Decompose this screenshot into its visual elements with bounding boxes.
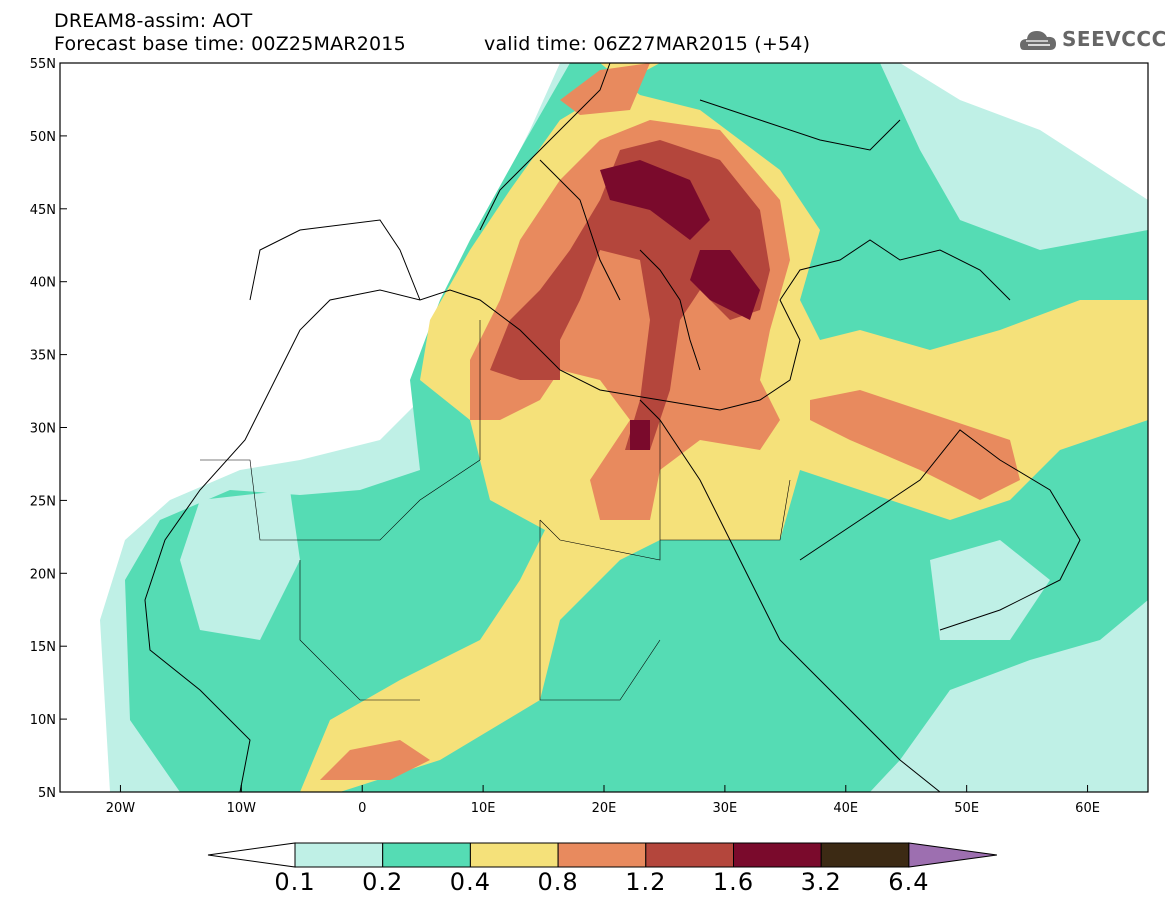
colorbar-label: 0.2 [362, 868, 404, 896]
colorbar-segment [645, 842, 734, 868]
aot-field [60, 63, 1148, 792]
lat-axis: 55N 50N 45N 40N 35N 30N 25N 20N 15N 10N 5N [30, 57, 67, 801]
colorbar-label: 1.6 [712, 868, 755, 896]
lat-tick-label: 25N [30, 494, 56, 509]
lon-tick-label: 10E [471, 801, 496, 816]
colorbar-label: 6.4 [888, 868, 930, 896]
lon-tick-label: 10W [227, 801, 257, 816]
forecast-base-time: Forecast base time: 00Z25MAR2015 [54, 33, 406, 55]
lat-tick-label: 10N [30, 713, 56, 728]
lon-tick-label: 50E [954, 801, 979, 816]
colorbar-label: 0.8 [537, 868, 579, 896]
valid-time: valid time: 06Z27MAR2015 (+54) [484, 33, 811, 55]
lon-tick-label: 40E [833, 801, 858, 816]
colorbar-segment [820, 842, 910, 868]
lon-tick-label: 20E [592, 801, 617, 816]
colorbar-segment [557, 842, 647, 868]
lat-tick-label: 40N [30, 276, 56, 291]
cloud-icon [1020, 31, 1056, 50]
colorbar-min-arrow [207, 842, 296, 868]
lat-tick-label: 30N [30, 422, 56, 437]
colorbar-segment [733, 842, 822, 868]
logo-text: SEEVCCC [1062, 27, 1165, 51]
lon-axis: 20W 10W 0 10E 20E 30E 40E 50E 60E [106, 785, 1100, 816]
colorbar-segment [382, 842, 471, 868]
lat-tick-label: 55N [30, 57, 56, 72]
colorbar-segment [469, 842, 559, 868]
colorbar-max-arrow [908, 842, 997, 868]
colorbar-label: 0.4 [449, 868, 491, 896]
lat-tick-label: 15N [30, 640, 56, 655]
lon-tick-label: 0 [358, 801, 366, 816]
lat-tick-label: 20N [30, 567, 56, 582]
lat-tick-label: 35N [30, 349, 56, 364]
lon-tick-label: 60E [1075, 801, 1100, 816]
lat-tick-label: 5N [38, 786, 56, 801]
lon-tick-label: 30E [713, 801, 738, 816]
colorbar-label: 3.2 [800, 868, 842, 896]
lat-tick-label: 50N [30, 130, 56, 145]
lat-tick-label: 45N [30, 203, 56, 218]
colorbar [207, 842, 997, 868]
map-title: DREAM8-assim: AOT [54, 10, 253, 32]
colorbar-label: 1.2 [625, 868, 667, 896]
colorbar-label: 0.1 [274, 868, 316, 896]
lon-tick-label: 20W [106, 801, 136, 816]
colorbar-segment [294, 842, 384, 868]
